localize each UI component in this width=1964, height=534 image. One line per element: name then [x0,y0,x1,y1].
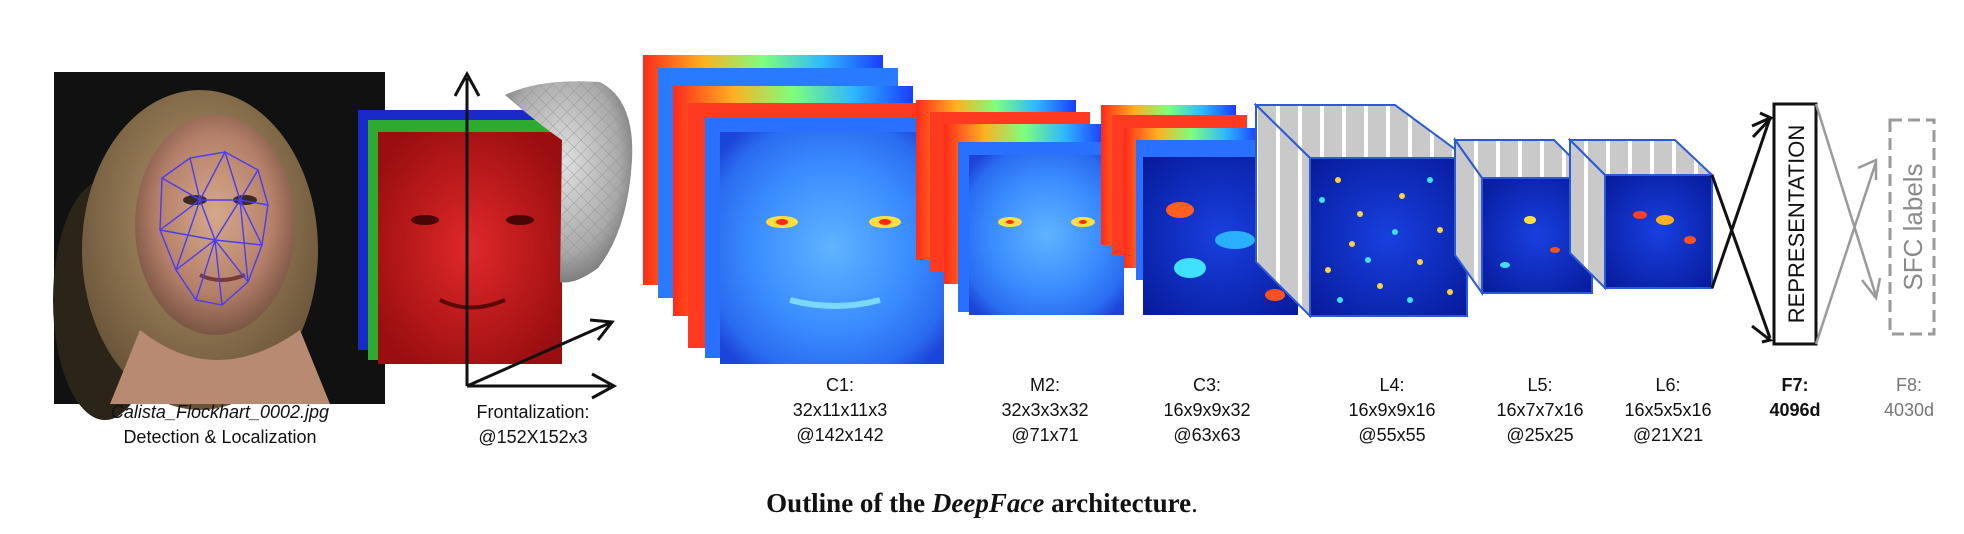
layer-spec: 16x9x9x32 [1163,400,1251,420]
input-label: Calista_Flockhart_0002.jpg Detection & L… [80,400,360,450]
f8-sfc-labels-box: SFC labels [1888,118,1936,336]
layer-name: L4: [1379,375,1405,395]
layer-label-l6: L6: 16x5x5x16 @21X21 [1598,373,1738,448]
layer-spec: 32x11x11x3 [792,400,888,420]
input-filename: Calista_Flockhart_0002.jpg [110,402,330,422]
f7-box-text: REPRESENTATION [1784,125,1809,323]
layer-label-l5: L5: 16x7x7x16 @25x25 [1470,373,1610,448]
caption-prefix: Outline of the [766,488,932,518]
f7-to-f8-connections [1814,103,1882,345]
rgb-channel-stack [358,110,562,364]
input-photo [53,72,385,420]
f7-representation-box: REPRESENTATION [1772,102,1818,346]
l6-to-f7-connections [1710,117,1772,339]
layer-size: @21X21 [1632,425,1704,445]
c3-feature-maps [1101,105,1298,315]
layer-size: @63x63 [1173,425,1241,445]
layer-spec: 32x3x3x32 [1001,400,1089,420]
layer-spec: 16x5x5x16 [1624,400,1712,420]
f7-label: F7: 4096d [1745,373,1845,423]
f8-box-text: SFC labels [1898,163,1928,290]
landmark-mesh [159,150,269,306]
c1-feature-maps [643,55,944,364]
layer-name: C3: [1192,375,1221,395]
layer-size: @55x55 [1358,425,1426,445]
caption-emph: DeepFace [931,488,1045,518]
input-caption: Detection & Localization [123,427,317,447]
layer-label-c1: C1: 32x11x11x3 @142x142 [770,373,910,448]
layer-label-l4: L4: 16x9x9x16 @55x55 [1322,373,1462,448]
f7-size: 4096d [1769,400,1821,420]
frontalization-name: Frontalization: [476,402,590,422]
f7-arrows [1751,111,1774,344]
layer-name: M2: [1029,375,1060,395]
layer-size: @142x142 [796,425,884,445]
3d-face-model [505,81,633,283]
l6-locally-connected-block [1567,137,1715,291]
layer-label-m2: M2: 32x3x3x32 @71x71 [975,373,1115,448]
layer-label-c3: C3: 16x9x9x32 @63x63 [1137,373,1277,448]
frontalization-axes [453,70,618,400]
layer-name: L6: [1655,375,1681,395]
f8-size: 4030d [1883,400,1935,420]
layer-spec: 16x7x7x16 [1496,400,1584,420]
caption-suffix: architecture [1044,488,1192,518]
m2-feature-maps [916,100,1124,315]
frontalization-size: @152X152x3 [478,427,588,447]
frontalization-label: Frontalization: @152X152x3 [443,400,623,450]
f8-name: F8: [1895,375,1922,395]
layer-name: L5: [1527,375,1553,395]
caption-end: . [1191,488,1198,518]
figure-caption: Outline of the DeepFace architecture. [0,488,1964,519]
layer-size: @71x71 [1011,425,1079,445]
layer-name: C1: [825,375,854,395]
layer-size: @25x25 [1506,425,1574,445]
f7-name: F7: [1781,375,1809,395]
layer-spec: 16x9x9x16 [1348,400,1436,420]
l4-locally-connected-block [1253,102,1471,319]
f8-label: F8: 4030d [1864,373,1954,423]
